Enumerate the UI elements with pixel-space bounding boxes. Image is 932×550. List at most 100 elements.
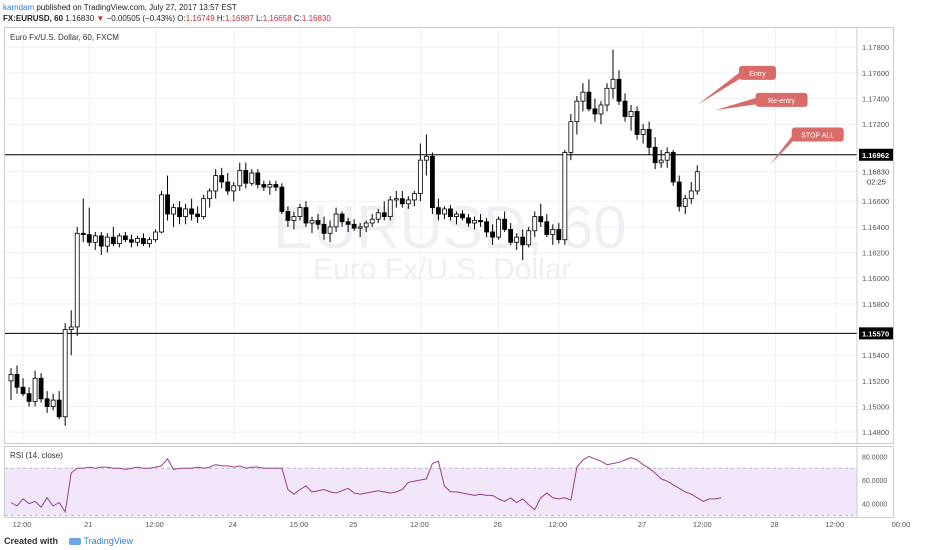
- candle-body: [279, 186, 285, 212]
- time-tick-label: 00:00: [892, 520, 911, 529]
- candle-body: [454, 213, 459, 218]
- candle-body: [267, 184, 273, 188]
- candle-body: [285, 211, 291, 221]
- candle-body: [207, 190, 213, 200]
- candle-body: [682, 198, 688, 207]
- price-tick-label: 1.16400: [862, 223, 889, 232]
- price-chart-pane[interactable]: EURUSD, 60 Euro Fx/U.S. Dollar Entry Re-e…: [4, 27, 894, 444]
- candle-body: [460, 213, 465, 219]
- candle-body: [472, 220, 477, 224]
- candle-body: [688, 190, 694, 200]
- candle-body: [110, 236, 116, 244]
- candle-body: [171, 207, 176, 215]
- time-tick-label: 27: [638, 520, 646, 529]
- price-tick-label: 1.15000: [862, 403, 889, 412]
- rsi-tick-label: 80.0000: [862, 454, 887, 461]
- rsi-title: RSI (14, close): [10, 451, 63, 460]
- candle-body: [219, 175, 225, 183]
- price-tick-label: 1.17800: [862, 43, 889, 52]
- candle-body: [538, 216, 544, 223]
- candle-body: [676, 181, 682, 207]
- price-tick-label: 1.16600: [862, 197, 889, 206]
- candle-body: [562, 152, 568, 241]
- callout-pointer: [769, 131, 796, 166]
- price-tick-label: 1.17200: [862, 120, 889, 129]
- candle-body: [664, 152, 670, 161]
- candle-body: [195, 213, 201, 218]
- candle-body: [116, 235, 122, 244]
- rsi-chart[interactable]: 80.0000 60.0000 40.0000: [5, 447, 894, 518]
- callout-label: Re-entry: [768, 98, 795, 105]
- candle-body: [544, 221, 550, 235]
- candle-body: [243, 170, 249, 184]
- price-level-label: 1.15570: [862, 329, 889, 338]
- candle-body: [520, 236, 526, 246]
- candle-body: [646, 128, 652, 148]
- tradingview-link[interactable]: TradingView: [68, 536, 133, 546]
- author-link[interactable]: karndam: [3, 3, 35, 12]
- candle-body: [50, 399, 56, 407]
- chart-title: Euro Fx/U.S. Dollar, 60, FXCM: [10, 33, 119, 42]
- candle-body: [201, 198, 207, 218]
- tradingview-logo-icon: [68, 538, 81, 546]
- candle-body: [357, 226, 363, 229]
- candle-body: [670, 152, 676, 183]
- countdown-label: 02:25: [867, 178, 886, 187]
- price-level-label: 1.16962: [862, 151, 889, 160]
- candle-body: [502, 218, 508, 230]
- candle-body: [261, 184, 267, 188]
- candle-body: [183, 208, 188, 218]
- candle-body: [478, 220, 483, 223]
- candle-body: [129, 239, 134, 243]
- candle-body: [32, 377, 38, 402]
- candle-body: [568, 121, 574, 153]
- candle-body: [484, 221, 489, 233]
- candle-body: [550, 229, 556, 235]
- price-tick-label: 1.17400: [862, 95, 889, 104]
- candle-body: [442, 208, 447, 215]
- close-value: 1.16830: [301, 14, 331, 23]
- candle-body: [122, 235, 128, 241]
- candle-body: [255, 172, 261, 185]
- candle-body: [309, 220, 315, 224]
- price-tick-label: 1.15400: [862, 351, 889, 360]
- rsi-pane[interactable]: 80.0000 60.0000 40.0000 RSI (14, close): [4, 446, 894, 518]
- candle-body: [8, 374, 14, 382]
- candle-body: [303, 207, 309, 224]
- candle-body: [694, 171, 700, 192]
- candle-body: [339, 213, 345, 223]
- time-tick-label: 26: [493, 520, 501, 529]
- price-tick-label: 1.17600: [862, 69, 889, 78]
- candle-body: [98, 235, 104, 247]
- down-arrow-icon: ▼: [96, 14, 105, 23]
- candle-body: [628, 111, 634, 117]
- symbol-label: FX:EURUSD, 60: [3, 14, 64, 23]
- time-tick-label: 15:00: [290, 520, 309, 529]
- time-tick-label: 12:00: [13, 520, 32, 529]
- header-bar: karndam published on TradingView.com, Ju…: [0, 0, 932, 26]
- candle-body: [14, 374, 20, 388]
- candle-body: [514, 236, 520, 243]
- rsi-line: [10, 455, 722, 514]
- candle-body: [38, 377, 44, 400]
- candle-body: [436, 207, 441, 215]
- candle-body: [104, 236, 110, 247]
- candle-body: [387, 199, 393, 218]
- close-label: C:: [293, 14, 302, 23]
- candlestick-chart[interactable]: Entry Re-entry STOP ALL 1.17800 1.17600 1.174…: [5, 28, 894, 444]
- rsi-band: [5, 468, 857, 516]
- candle-body: [496, 218, 502, 238]
- candle-body: [213, 175, 219, 192]
- price-level-flag: [859, 148, 893, 161]
- candle-body: [490, 231, 496, 238]
- candle-body: [640, 128, 646, 135]
- price-tick-label: 1.16200: [862, 249, 889, 258]
- candle-body: [62, 329, 68, 418]
- last-price: 1.16830: [65, 14, 95, 23]
- candle-body: [429, 155, 435, 209]
- candle-body: [466, 217, 471, 224]
- time-tick-label: 12:00: [825, 520, 844, 529]
- candle-body: [177, 207, 182, 218]
- candle-body: [165, 194, 170, 215]
- candle-body: [375, 212, 381, 220]
